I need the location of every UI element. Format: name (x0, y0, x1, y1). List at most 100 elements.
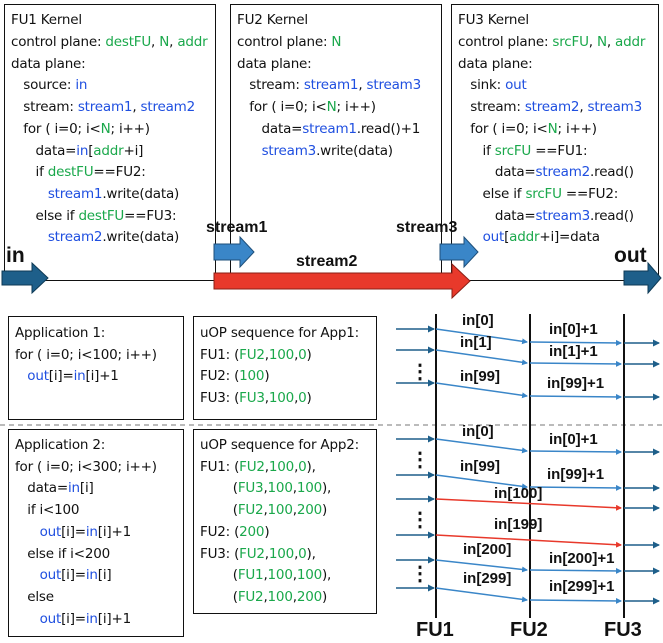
code-token: control plane: (11, 34, 106, 50)
code-line: for ( i=0; i<100; i++) (15, 345, 157, 367)
uop-app2-box: uOP sequence for App2: FU1: (FU2,100,0), … (193, 429, 377, 614)
code-token: control plane: (458, 34, 553, 50)
code-token: ; i++) (110, 120, 150, 137)
code-token: , (132, 99, 141, 116)
app1-label-in0plus1: in[0]+1 (549, 321, 598, 338)
code-line: stream2.write(data) (11, 227, 208, 249)
code-token: data= (11, 142, 77, 159)
code-line: data=in[addr+i] (11, 141, 208, 163)
app1-label-in99plus1: in[99]+1 (547, 375, 604, 392)
code-token: [ (88, 142, 94, 159)
code-token: 100 (267, 567, 293, 584)
code-token: stream1 (47, 185, 103, 202)
code-token: FU2: ( (200, 523, 240, 540)
code-token: ), (321, 567, 332, 584)
code-line: else if destFU==FU3: (11, 206, 208, 228)
fu3-kernel-box: FU3 Kernel control plane: srcFU, N, addr… (451, 4, 659, 281)
code-token: , (263, 480, 268, 497)
code-token: stream1 (303, 77, 359, 94)
code-token: [i] (97, 567, 112, 584)
code-token: sink: (458, 77, 506, 94)
fu1-label: FU1 (416, 619, 454, 641)
code-token: .write(data) (316, 142, 393, 159)
code-token: for ( i=0; i<300; i++) (15, 458, 157, 475)
code-token: ) (264, 523, 270, 540)
app2-label-in99plus1: in[99]+1 (547, 466, 604, 483)
code-token: .write(data) (102, 185, 180, 202)
code-line: Application 1: (15, 323, 157, 345)
code-token: FU2: ( (200, 368, 240, 385)
code-token: uOP sequence for App1: (200, 325, 359, 341)
code-line: for ( i=0; i<N; i++) (458, 119, 645, 141)
code-token: N (159, 34, 170, 50)
code-line: FU2: (100) (200, 366, 359, 388)
ellipsis-app2-a: ⋮ (410, 449, 430, 471)
code-token: in (85, 610, 98, 627)
code-token: FU2 (237, 588, 264, 605)
code-token: if (11, 164, 48, 181)
code-token: N (326, 99, 337, 116)
app2-label-in200plus1: in[200]+1 (549, 550, 614, 567)
app1-label-in0: in[0] (462, 312, 494, 329)
code-token: , (264, 545, 269, 562)
code-token: , (151, 34, 160, 50)
code-token: , (292, 502, 297, 519)
fu3-kernel-title: FU3 Kernel (458, 12, 529, 28)
code-token: FU1: ( (200, 458, 240, 475)
stream2-arrow (213, 262, 471, 300)
code-token: 100 (267, 480, 293, 497)
code-token: stream: (237, 77, 304, 94)
code-token: .write(data) (102, 229, 180, 246)
code-line: data=stream1.read()+1 (237, 119, 421, 141)
code-token: , (294, 346, 299, 363)
code-token: 100 (296, 567, 322, 584)
code-token: .read() (590, 164, 634, 181)
app1-label-in1: in[1] (460, 334, 492, 351)
code-token: data plane: (237, 55, 312, 72)
code-token: , (169, 34, 178, 50)
code-line: out[i]=in[i]+1 (15, 522, 157, 544)
code-line: source: in (11, 75, 208, 97)
code-token: , (263, 588, 268, 605)
code-token: Application 1: (15, 325, 106, 341)
code-token: srcFU (525, 185, 562, 202)
code-token: addr (615, 34, 646, 50)
code-token: 0 (298, 545, 307, 562)
code-token: , (263, 567, 268, 584)
code-token: , (294, 390, 299, 407)
in-label: in (6, 244, 25, 267)
code-token: data= (458, 207, 536, 224)
stream1-arrow (213, 235, 255, 269)
code-token: destFU (47, 164, 94, 181)
code-token: , (264, 390, 269, 407)
stream3-arrow (439, 235, 479, 269)
code-line: if destFU==FU2: (11, 162, 208, 184)
code-line: FU3: (FU3,100,0) (200, 388, 359, 410)
code-token: [i]= (61, 567, 86, 584)
code-token: ; i++) (336, 99, 376, 116)
ellipsis-app2-c: ⋮ (410, 563, 430, 585)
code-token: in (85, 567, 98, 584)
code-token: addr (177, 34, 208, 50)
ellipsis-app1: ⋮ (410, 361, 430, 383)
code-token: [i] (79, 480, 94, 497)
fu1-kernel-box: FU1 Kernel control plane: destFU, N, add… (4, 4, 216, 281)
code-line: data plane: (11, 54, 208, 76)
code-token: 200 (296, 502, 322, 519)
code-token: ) (306, 346, 312, 363)
app2-label-in100: in[100] (494, 485, 542, 502)
code-line: for ( i=0; i<N; i++) (237, 97, 421, 119)
code-token: stream1 (302, 120, 357, 137)
code-token: , (588, 34, 597, 50)
code-line: (FU1,100,100), (200, 565, 359, 587)
code-token: control plane: (237, 34, 332, 50)
code-token: , (358, 77, 367, 94)
code-token: destFU (105, 34, 152, 50)
code-token: FU3: ( (200, 390, 240, 407)
code-token: if (458, 142, 495, 159)
stream2-label: stream2 (296, 253, 358, 270)
code-token: .read() (590, 207, 634, 224)
code-token: else if (458, 185, 526, 202)
code-token: in (85, 523, 98, 540)
